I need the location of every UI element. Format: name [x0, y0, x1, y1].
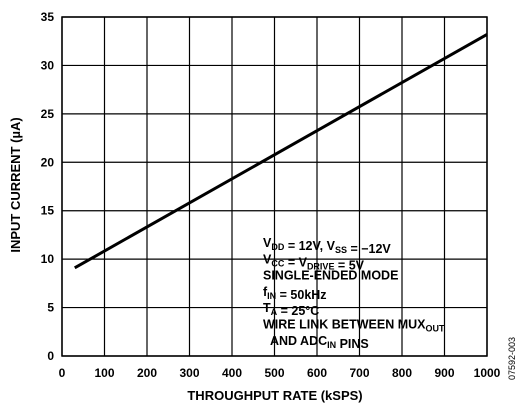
x-tick-label: 900	[434, 366, 454, 380]
y-tick-label: 5	[47, 301, 54, 315]
y-tick-label: 20	[41, 155, 55, 169]
series-lines	[74, 33, 488, 270]
x-tick-label: 0	[59, 366, 66, 380]
annotation-line: VDD = 12V, VSS = −12V	[263, 236, 391, 256]
annotation-line: TA = 25°C	[263, 301, 319, 318]
x-tick-label: 500	[264, 366, 284, 380]
y-tick-label: 25	[41, 107, 55, 121]
plot-frame	[61, 16, 488, 357]
x-tick-label: 400	[222, 366, 242, 380]
series-line	[74, 33, 488, 270]
figure-id: 07592-003	[507, 337, 517, 380]
x-tick-label: 200	[137, 366, 157, 380]
annotation-line: VCC = VDRIVE = 5V	[263, 252, 365, 272]
y-tick-label: 35	[41, 10, 55, 24]
x-tick-label: 700	[349, 366, 369, 380]
x-axis-title: THROUGHPUT RATE (kSPS)	[187, 388, 362, 403]
y-axis-title: INPUT CURRENT (µA)	[8, 117, 23, 252]
grid-lines	[61, 16, 488, 357]
tick-labels: 0 100 200 300 400 500 600 700 800 900 1000 0 5 10 15 20…	[41, 10, 501, 380]
x-tick-label: 1000	[474, 366, 501, 380]
x-tick-label: 100	[94, 366, 114, 380]
annotation-line: WIRE LINK BETWEEN MUXOUT	[263, 318, 445, 334]
annotation-line: SINGLE-ENDED MODE	[263, 269, 398, 283]
x-tick-label: 300	[179, 366, 199, 380]
x-tick-label: 800	[392, 366, 412, 380]
annotation-line: AND ADCIN PINS	[263, 334, 369, 351]
annotation-line: fIN = 50kHz	[263, 285, 327, 302]
y-tick-label: 10	[41, 252, 55, 266]
y-tick-label: 15	[41, 204, 55, 218]
y-tick-label: 0	[47, 349, 54, 363]
y-tick-label: 30	[41, 58, 55, 72]
x-tick-label: 600	[307, 366, 327, 380]
